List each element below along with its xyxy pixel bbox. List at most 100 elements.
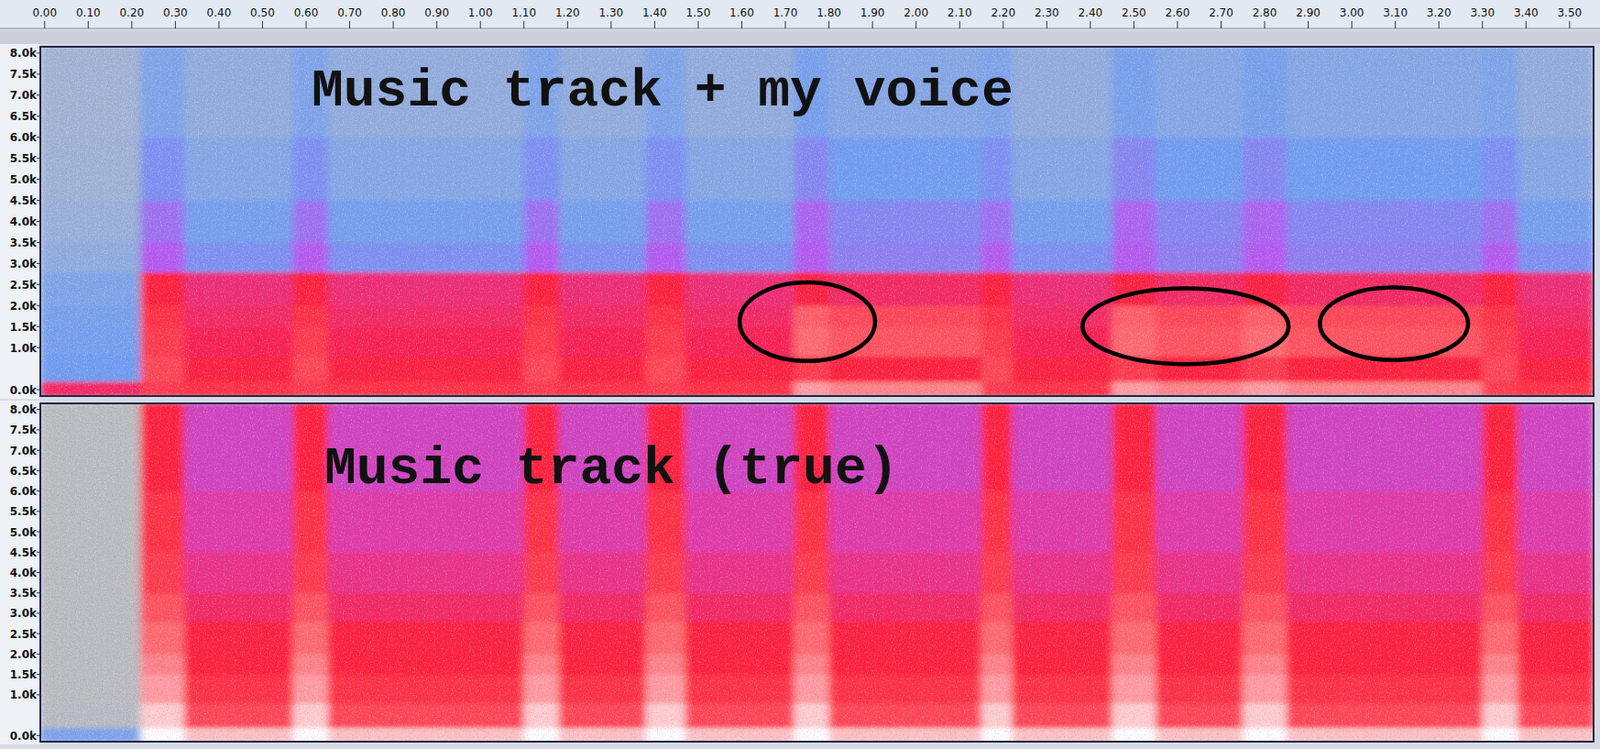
y-tick-label: 5.5k: [10, 504, 38, 518]
highlight-ellipse: [739, 282, 876, 362]
y-tick-label: 3.0k: [10, 257, 38, 271]
y-tick: [36, 284, 41, 285]
y-tick-label: 8.0k: [10, 46, 38, 60]
plot-area: [40, 403, 1594, 742]
x-tick-label: 2.70: [1208, 6, 1234, 20]
texture-light: [40, 403, 1594, 742]
y-tick: [36, 389, 41, 391]
x-tick: [915, 21, 917, 29]
y-tick: [36, 199, 41, 201]
y-tick-label: 2.0k: [10, 647, 38, 661]
y-tick-label: 6.0k: [10, 484, 38, 498]
y-tick-label: 4.5k: [10, 546, 38, 559]
x-tick: [1394, 21, 1396, 29]
x-tick: [349, 21, 351, 29]
x-tick: [1046, 21, 1048, 29]
x-tick: [567, 21, 569, 29]
x-tick: [741, 21, 743, 29]
y-tick-label: 6.5k: [10, 109, 38, 123]
x-tick-label: 2.60: [1165, 6, 1191, 20]
x-tick: [1438, 21, 1440, 29]
y-tick: [36, 693, 41, 695]
y-tick-label: 2.5k: [10, 278, 38, 292]
x-tick-label: 0.70: [337, 6, 362, 20]
y-tick-label: 5.0k: [10, 173, 38, 187]
x-tick-label: 0.30: [163, 6, 188, 20]
y-tick-label: 7.0k: [10, 444, 38, 458]
x-tick-label: 3.00: [1339, 6, 1365, 20]
y-tick-label: 1.5k: [10, 320, 38, 334]
y-tick: [36, 220, 41, 222]
y-tick-label: 1.5k: [10, 668, 38, 681]
y-tick-label: 7.5k: [10, 423, 38, 437]
y-tick: [36, 612, 41, 614]
y-tick: [36, 52, 41, 54]
y-tick-label: 3.5k: [10, 586, 38, 600]
texture-light: [40, 46, 1594, 396]
x-tick-label: 1.00: [468, 6, 494, 20]
y-tick: [36, 510, 41, 512]
x-tick: [87, 21, 89, 29]
x-tick: [393, 21, 395, 29]
x-tick: [828, 21, 830, 29]
y-tick: [36, 136, 41, 138]
y-tick-label: 6.0k: [10, 131, 38, 144]
x-tick-label: 3.50: [1556, 6, 1582, 20]
y-tick-label: 4.0k: [10, 566, 38, 580]
x-tick-label: 2.80: [1252, 6, 1278, 20]
ruler-gap: [0, 31, 1600, 44]
x-tick: [175, 21, 176, 29]
y-tick: [36, 94, 41, 96]
x-tick: [1176, 21, 1178, 29]
x-tick-label: 2.20: [990, 6, 1016, 20]
x-tick: [1307, 21, 1309, 29]
x-tick-label: 1.50: [686, 6, 712, 20]
page: {"chart_data": [ {"type": "heatmap", "ti…: [0, 0, 1600, 749]
axis-background: [0, 43, 41, 399]
x-tick: [1351, 21, 1353, 29]
y-tick-label: 2.5k: [10, 627, 38, 641]
x-tick-label: 3.40: [1513, 6, 1539, 20]
y-tick-label: 0.0k: [10, 729, 38, 743]
y-tick-label: 2.0k: [10, 299, 38, 313]
y-tick: [36, 591, 41, 593]
y-tick: [36, 571, 41, 573]
x-tick: [654, 21, 656, 29]
x-tick-label: 2.10: [947, 6, 973, 20]
x-tick: [436, 21, 438, 29]
y-tick: [36, 305, 41, 307]
x-tick: [262, 21, 264, 29]
y-tick: [36, 734, 41, 736]
y-tick: [36, 428, 41, 430]
y-tick-label: 0.0k: [10, 383, 38, 397]
panel-title: Music track (true): [324, 438, 899, 499]
plot-frame: [40, 403, 1594, 742]
panel: 8.0k7.5k7.0k6.5k6.0k5.5k5.0k4.5k4.0k3.5k…: [0, 43, 1595, 399]
x-tick: [218, 21, 220, 29]
x-tick-label: 3.30: [1469, 6, 1495, 20]
y-tick: [36, 531, 41, 533]
x-tick-label: 0.80: [381, 6, 406, 20]
x-tick: [610, 21, 612, 29]
y-tick-label: 3.5k: [10, 236, 38, 250]
y-tick: [36, 449, 41, 451]
x-tick-label: 2.30: [1034, 6, 1060, 20]
y-tick: [36, 653, 41, 655]
y-tick-label: 8.0k: [10, 403, 38, 417]
y-tick: [36, 673, 41, 675]
x-tick: [1481, 21, 1483, 29]
x-tick: [523, 21, 525, 29]
x-tick: [785, 21, 787, 29]
x-tick-label: 1.40: [642, 6, 668, 20]
x-tick-label: 0.40: [207, 6, 232, 20]
y-tick-label: 4.0k: [10, 215, 38, 229]
y-tick: [36, 157, 41, 159]
ruler-background: [0, 0, 1600, 29]
plot-area: [40, 46, 1594, 396]
texture-dark: [40, 46, 1594, 396]
x-tick-label: 1.30: [598, 6, 624, 20]
x-tick: [131, 21, 132, 29]
y-tick: [36, 73, 41, 75]
y-tick-label: 1.0k: [10, 688, 38, 702]
x-tick: [697, 21, 699, 29]
